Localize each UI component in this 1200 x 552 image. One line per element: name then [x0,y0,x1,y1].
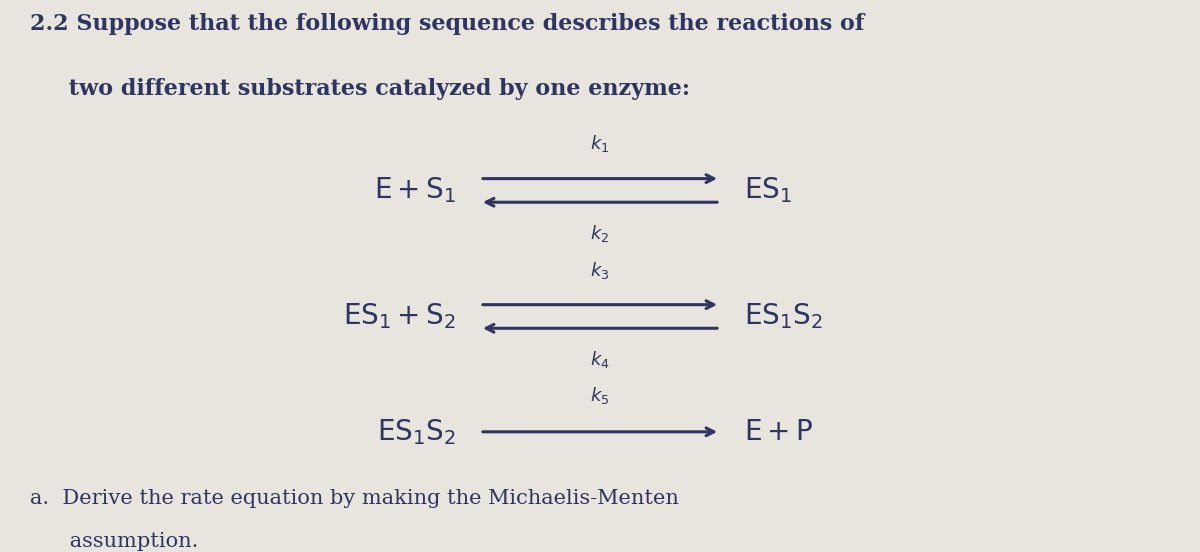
Text: $\mathrm{ES_1S_2}$: $\mathrm{ES_1S_2}$ [744,301,823,331]
Text: $k_3$: $k_3$ [590,259,610,280]
Text: $\mathrm{ES_1}$: $\mathrm{ES_1}$ [744,176,792,205]
Text: a.  Derive the rate equation by making the Michaelis-Menten: a. Derive the rate equation by making th… [30,489,679,508]
Text: $k_4$: $k_4$ [590,349,610,370]
Text: assumption.: assumption. [30,532,198,551]
Text: $k_1$: $k_1$ [590,134,610,155]
Text: 2.2 Suppose that the following sequence describes the reactions of: 2.2 Suppose that the following sequence … [30,13,864,35]
Text: $\mathrm{ES_1S_2}$: $\mathrm{ES_1S_2}$ [377,417,456,447]
Text: $k_5$: $k_5$ [590,385,610,406]
Text: two different substrates catalyzed by one enzyme:: two different substrates catalyzed by on… [30,78,690,100]
Text: $k_2$: $k_2$ [590,222,610,243]
Text: $\mathrm{E + P}$: $\mathrm{E + P}$ [744,418,814,446]
Text: $\mathrm{E + S_1}$: $\mathrm{E + S_1}$ [374,176,456,205]
Text: $\mathrm{ES_1 + S_2}$: $\mathrm{ES_1 + S_2}$ [343,301,456,331]
